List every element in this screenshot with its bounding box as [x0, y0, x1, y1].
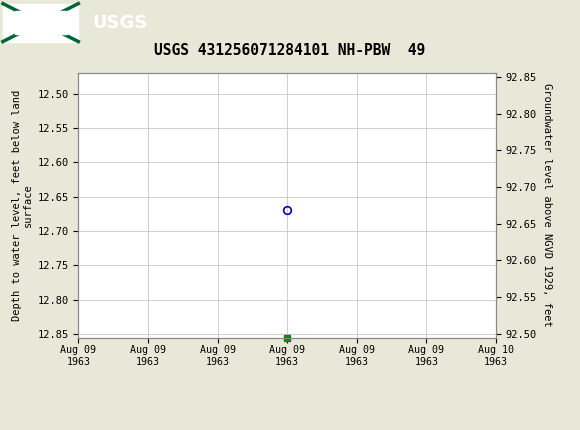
FancyBboxPatch shape: [3, 3, 78, 42]
Y-axis label: Groundwater level above NGVD 1929, feet: Groundwater level above NGVD 1929, feet: [542, 83, 552, 327]
Text: USGS 431256071284101 NH-PBW  49: USGS 431256071284101 NH-PBW 49: [154, 43, 426, 58]
FancyBboxPatch shape: [14, 11, 67, 34]
Text: USGS: USGS: [93, 14, 148, 31]
Y-axis label: Depth to water level, feet below land
surface: Depth to water level, feet below land su…: [12, 90, 33, 321]
